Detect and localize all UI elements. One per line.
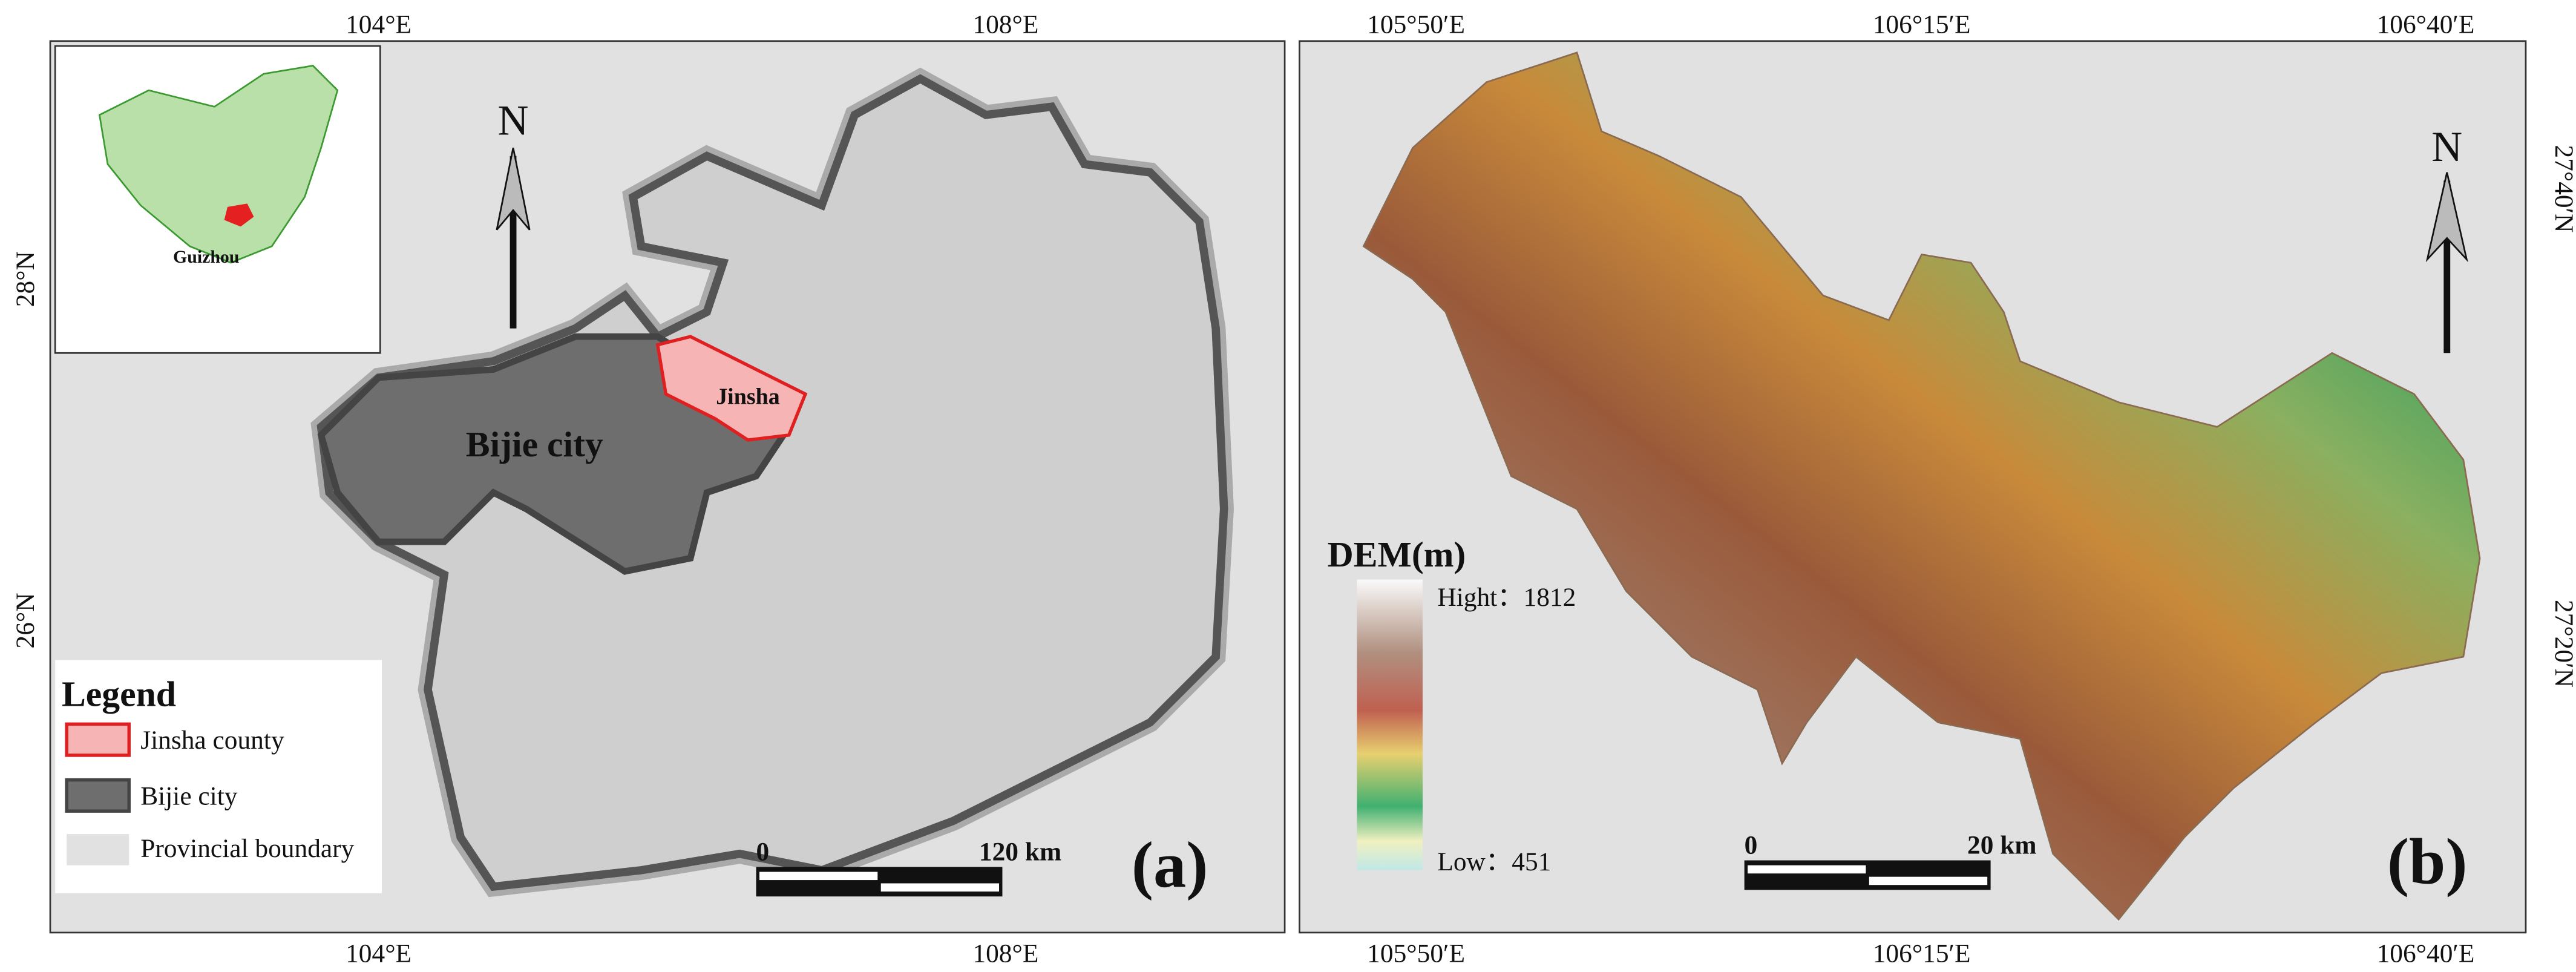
inset-label: Guizhou xyxy=(173,247,239,267)
scale-bar xyxy=(1748,865,1866,874)
guizhou-inset xyxy=(224,203,254,227)
tick-label: 106°40′E xyxy=(2377,10,2475,39)
tick-label: 104°E xyxy=(346,939,411,968)
scale-bar xyxy=(759,872,878,881)
scale-end: 120 km xyxy=(979,838,1061,867)
legend-swatch xyxy=(65,722,131,757)
legend-swatch xyxy=(65,778,131,813)
tick-label: 27°40′N xyxy=(2549,145,2576,232)
dem-title: DEM(m) xyxy=(1328,534,1466,574)
legend-swatch xyxy=(67,834,129,865)
dem-colorbar xyxy=(1357,579,1423,870)
legend-item: Jinsha county xyxy=(140,726,284,755)
tick-label: 27°20′N xyxy=(2549,600,2576,688)
north-label: N xyxy=(498,97,529,144)
china xyxy=(98,65,339,264)
guizhou xyxy=(316,74,1228,892)
north-label: N xyxy=(2431,123,2462,171)
panel-label: (b) xyxy=(2387,826,2468,898)
tick-label: 105°50′E xyxy=(1367,10,1465,39)
north-head xyxy=(2425,172,2468,263)
bijie-label: Bijie city xyxy=(466,424,603,464)
scale-end: 20 km xyxy=(1967,831,2037,860)
tick-label: 104°E xyxy=(346,10,411,39)
jinsha xyxy=(655,335,808,442)
jinsha-label: Jinsha xyxy=(716,384,780,409)
tick-label: 28°N xyxy=(11,251,40,307)
tick-label: 106°40′E xyxy=(2377,939,2475,968)
scale-bar xyxy=(756,867,1003,897)
scale-start: 0 xyxy=(756,838,770,867)
legend-title: Legend xyxy=(62,674,176,714)
tick-label: 106°15′E xyxy=(1873,10,1971,39)
high-label: Hight：1812 xyxy=(1437,583,1576,612)
tick-label: 26°N xyxy=(11,593,40,648)
panel-label: (a) xyxy=(1132,829,1208,901)
tick-label: 105°50′E xyxy=(1367,939,1465,968)
dem-area xyxy=(1362,51,2481,921)
scale-bar xyxy=(1869,876,1988,885)
legend-item: Provincial boundary xyxy=(140,834,354,863)
tick-label: 108°E xyxy=(972,10,1038,39)
low-label: Low：451 xyxy=(1437,847,1551,876)
tick-label: 108°E xyxy=(972,939,1038,968)
scale-start: 0 xyxy=(1745,831,1758,860)
north-head xyxy=(496,147,531,231)
scale-bar xyxy=(1744,860,1991,890)
scale-bar xyxy=(880,883,1000,892)
tick-label: 106°15′E xyxy=(1873,939,1971,968)
legend-item: Bijie city xyxy=(140,781,238,810)
